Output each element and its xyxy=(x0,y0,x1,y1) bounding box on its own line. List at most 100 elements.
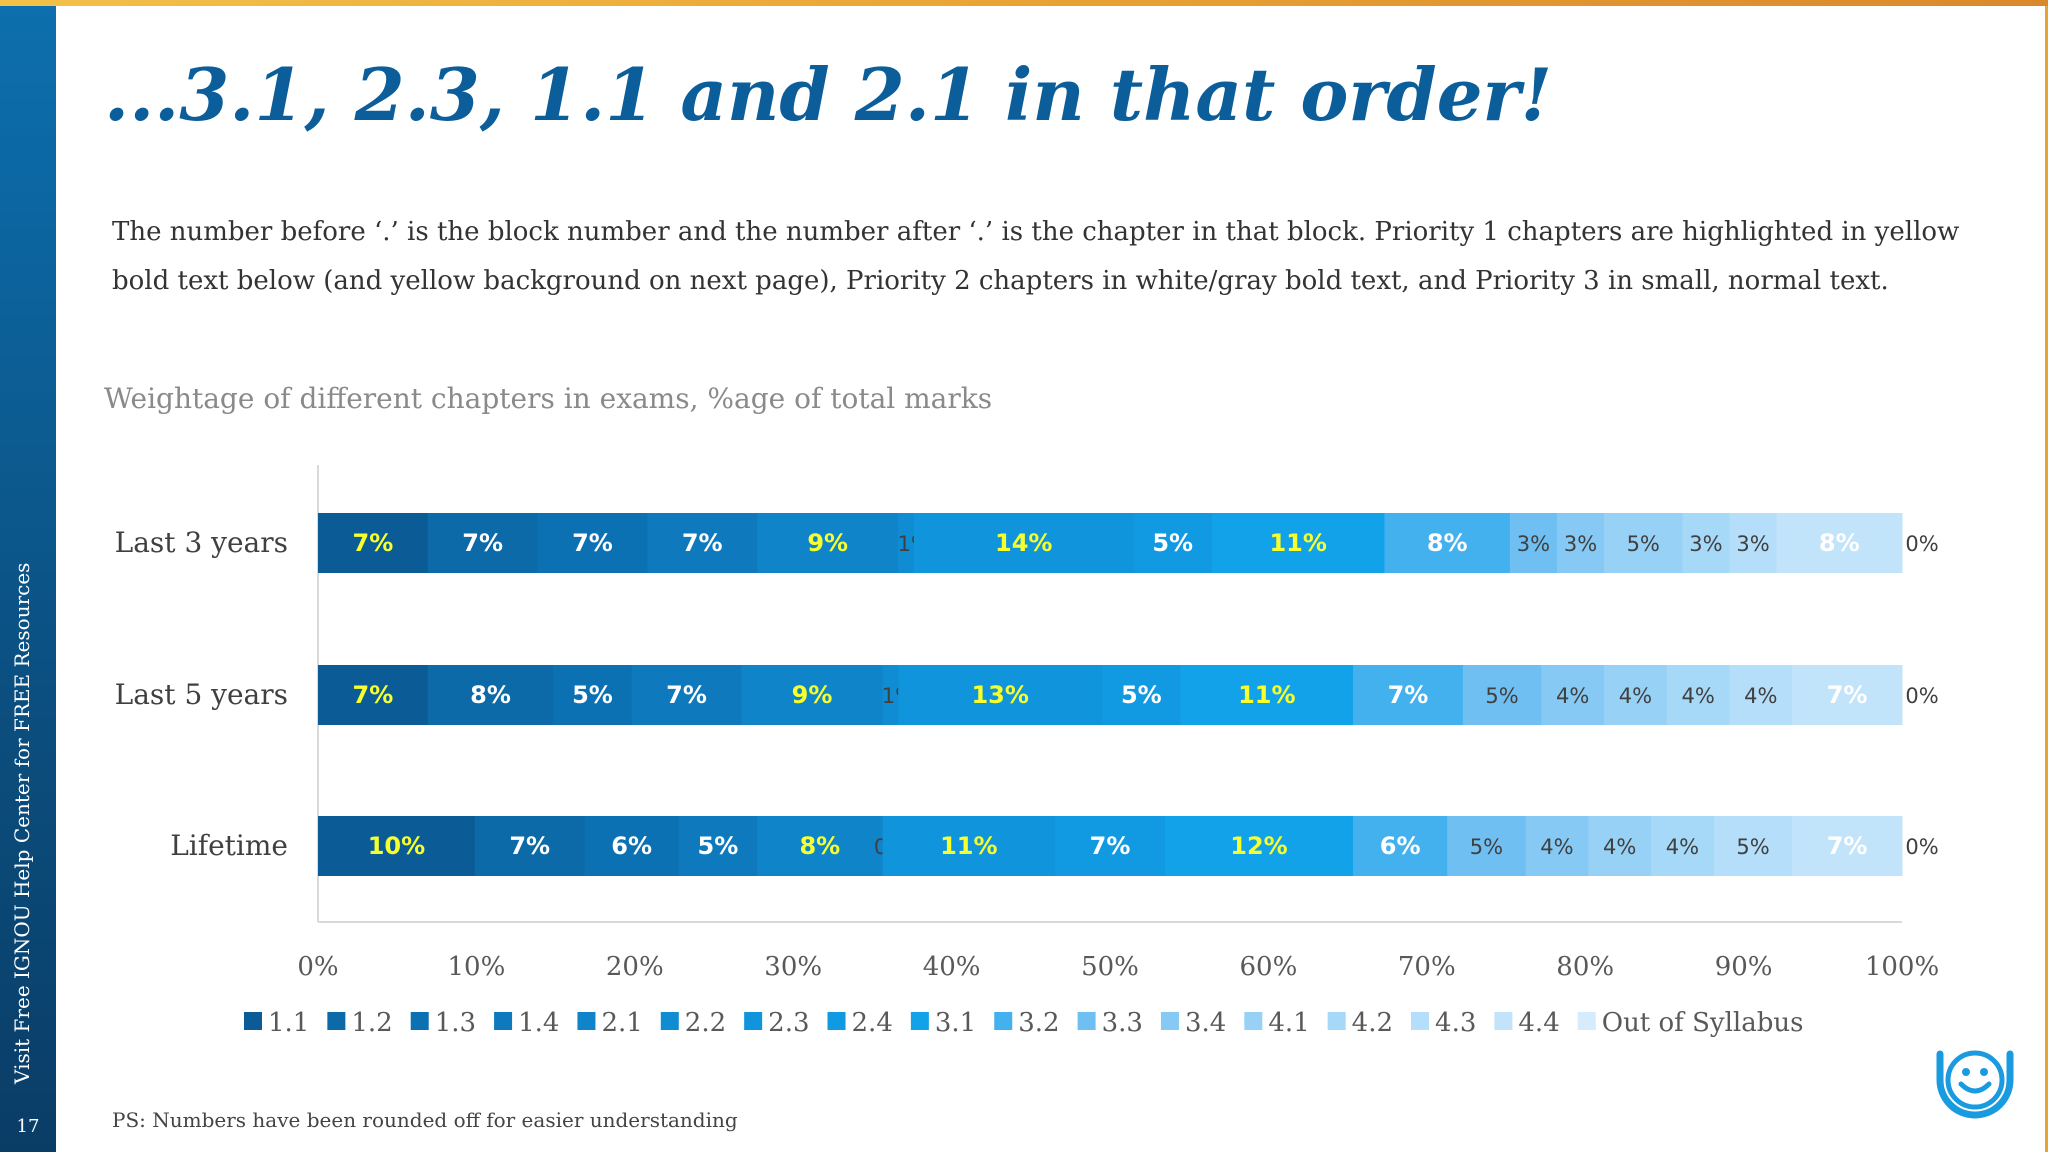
data-label: 11% xyxy=(1238,681,1295,709)
x-tick-label: 70% xyxy=(1398,952,1456,982)
sidebar: Visit Free IGNOU Help Center for FREE Re… xyxy=(0,6,56,1152)
legend-swatch xyxy=(1494,1012,1513,1030)
legend-label: 3.1 xyxy=(935,1008,976,1038)
data-label: 11% xyxy=(940,832,997,860)
page-number: 17 xyxy=(16,1116,40,1137)
legend-swatch xyxy=(1411,1012,1430,1030)
legend-swatch xyxy=(1577,1012,1596,1030)
legend-label: 2.1 xyxy=(601,1008,642,1038)
data-label: 5% xyxy=(572,681,613,709)
legend-label: 3.2 xyxy=(1018,1008,1059,1038)
bar-segment xyxy=(631,665,742,725)
data-label: 0% xyxy=(1905,532,1938,556)
legend-swatch xyxy=(327,1012,346,1030)
bar-segment xyxy=(1666,665,1730,725)
legend-swatch xyxy=(1077,1012,1096,1030)
data-label: 10% xyxy=(368,832,425,860)
data-label: 0% xyxy=(1905,835,1938,859)
x-tick-label: 10% xyxy=(448,952,506,982)
bar-segment xyxy=(537,513,648,573)
legend-swatch xyxy=(494,1012,513,1030)
bar-segment xyxy=(647,513,758,573)
data-label: 9% xyxy=(792,681,833,709)
x-tick-label: 80% xyxy=(1556,952,1614,982)
data-label: 8% xyxy=(799,832,840,860)
bar-segment xyxy=(1729,513,1778,573)
data-label: 3% xyxy=(1517,532,1550,556)
legend-swatch xyxy=(660,1012,679,1030)
slide-title: ...3.1, 2.3, 1.1 and 2.1 in that order! xyxy=(104,52,1553,137)
bar-segment xyxy=(1588,816,1652,876)
data-label: 7% xyxy=(353,529,394,557)
bar-segment xyxy=(1211,513,1385,573)
data-label: 5% xyxy=(1627,532,1660,556)
bar-segment xyxy=(1462,665,1542,725)
bar-segment xyxy=(1133,513,1213,573)
data-label: 11% xyxy=(1269,529,1326,557)
bar-segment xyxy=(1651,816,1715,876)
data-label: 7% xyxy=(682,529,723,557)
x-tick-label: 50% xyxy=(1081,952,1139,982)
smiley-logo-icon xyxy=(1936,1050,2014,1119)
data-label: 8% xyxy=(1819,529,1860,557)
bar-segment xyxy=(1776,513,1903,573)
legend-swatch xyxy=(910,1012,929,1030)
data-label: 4% xyxy=(1666,835,1699,859)
legend-label: 4.2 xyxy=(1352,1008,1393,1038)
data-label: 7% xyxy=(1388,681,1429,709)
legend-swatch xyxy=(410,1012,429,1030)
data-label: 7% xyxy=(666,681,707,709)
data-label: 4% xyxy=(1556,684,1589,708)
footnote: PS: Numbers have been rounded off for ea… xyxy=(112,1108,738,1132)
data-label: 7% xyxy=(1827,681,1868,709)
bar-segment xyxy=(913,513,1135,573)
data-label: 5% xyxy=(1470,835,1503,859)
bar-segment xyxy=(1384,513,1511,573)
data-label: 8% xyxy=(1427,529,1468,557)
bar-segment xyxy=(427,513,539,573)
data-label: 3% xyxy=(1564,532,1597,556)
bar-segment xyxy=(474,816,586,876)
legend-label: 1.4 xyxy=(518,1008,559,1038)
bar-segment xyxy=(1525,816,1589,876)
bar-segment xyxy=(1792,665,1903,725)
data-label: 14% xyxy=(995,529,1052,557)
bar-segment xyxy=(318,665,429,725)
data-label: 3% xyxy=(1736,532,1769,556)
data-label: 7% xyxy=(353,681,394,709)
data-label: 0% xyxy=(1905,684,1938,708)
legend-swatch xyxy=(827,1012,846,1030)
bar-segment xyxy=(1792,816,1903,876)
legend-label: 1.3 xyxy=(435,1008,476,1038)
bar-segment xyxy=(1164,816,1354,876)
bar-segment xyxy=(898,513,915,573)
legend-label: 2.3 xyxy=(768,1008,809,1038)
data-label: 5% xyxy=(1121,681,1162,709)
x-tick-label: 0% xyxy=(297,952,338,982)
data-label: 12% xyxy=(1230,832,1287,860)
legend-label: 4.1 xyxy=(1268,1008,1309,1038)
bar-segment xyxy=(1102,665,1182,725)
bar-segment xyxy=(553,665,633,725)
bar-segment xyxy=(318,513,429,573)
bar-segment xyxy=(1713,816,1793,876)
legend-swatch xyxy=(1160,1012,1179,1030)
data-label: 4% xyxy=(1619,684,1652,708)
data-label: 7% xyxy=(509,832,550,860)
legend-label: 2.2 xyxy=(685,1008,726,1038)
data-label: 6% xyxy=(611,832,652,860)
category-label: Last 5 years xyxy=(115,678,288,711)
data-label: 4% xyxy=(1603,835,1636,859)
legend-swatch xyxy=(744,1012,763,1030)
legend-swatch xyxy=(1244,1012,1263,1030)
data-label: 4% xyxy=(1540,835,1573,859)
bar-segment xyxy=(427,665,554,725)
bar-segment xyxy=(1509,513,1558,573)
chart-title: Weightage of different chapters in exams… xyxy=(104,382,993,415)
bar-segment xyxy=(1541,665,1605,725)
legend-swatch xyxy=(244,1012,262,1030)
data-label: 6% xyxy=(1380,832,1421,860)
category-label: Lifetime xyxy=(170,829,288,862)
legend-label: 3.3 xyxy=(1102,1008,1143,1038)
data-label: 5% xyxy=(698,832,739,860)
